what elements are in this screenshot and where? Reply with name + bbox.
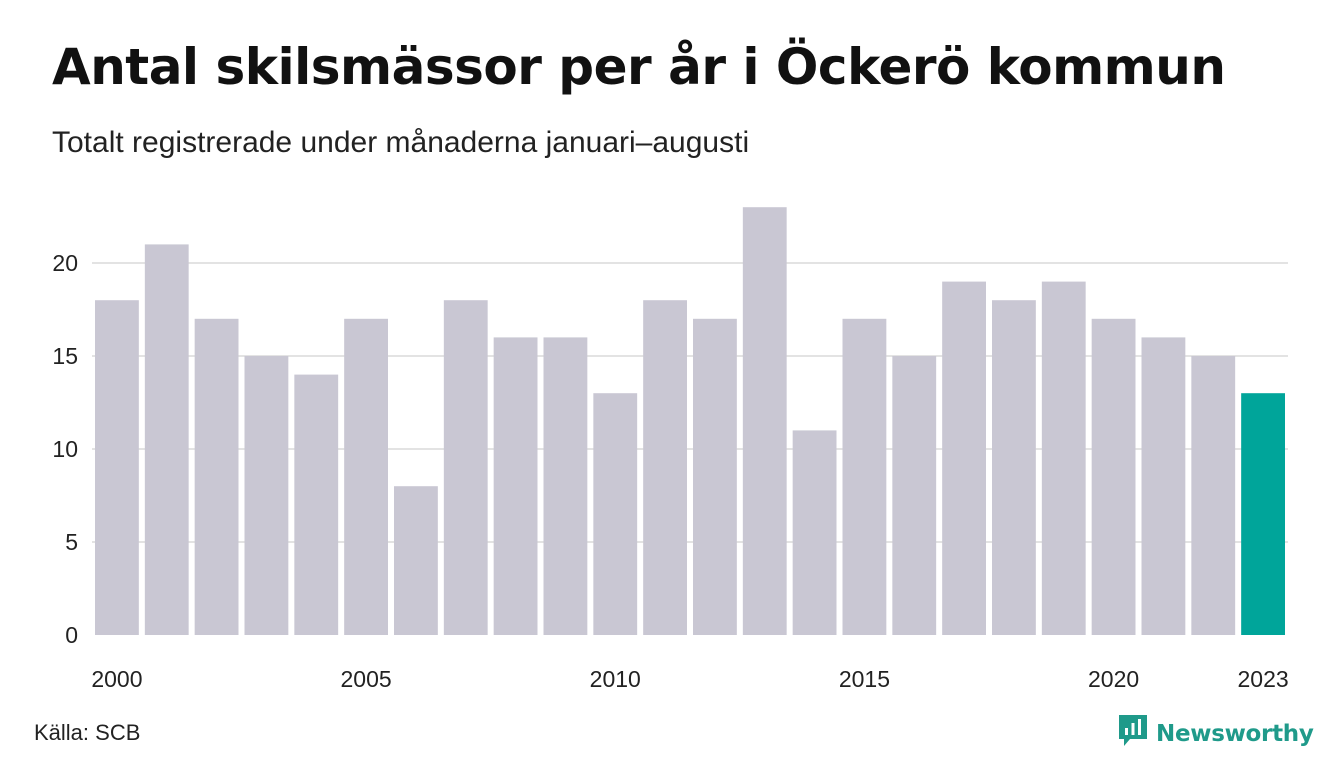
brand-logo: Newsworthy <box>1118 714 1314 753</box>
bar-2014 <box>792 430 837 635</box>
y-tick-label: 15 <box>52 343 78 369</box>
bars <box>95 207 1285 635</box>
bar-2018 <box>992 300 1036 635</box>
chart-title: Antal skilsmässor per år i Öckerö kommun <box>52 38 1226 96</box>
bar-2008 <box>493 337 538 635</box>
chart-subtitle: Totalt registrerade under månaderna janu… <box>52 126 750 159</box>
bar-2001 <box>144 244 189 635</box>
y-tick-label: 10 <box>52 436 78 462</box>
bar-2003 <box>244 356 289 635</box>
x-axis-ticks: 2000 2005 2010 2015 2020 2023 <box>91 666 1288 692</box>
bar-2011 <box>643 300 687 635</box>
bar-2012 <box>693 318 737 635</box>
y-tick-label: 5 <box>65 529 78 555</box>
bar-2004 <box>294 374 339 635</box>
y-axis-ticks: 0 5 10 15 20 <box>52 250 78 648</box>
x-tick-label: 2005 <box>340 666 391 692</box>
bar-2002 <box>194 318 239 635</box>
source-note: Källa: SCB <box>34 720 141 745</box>
x-tick-label: 2000 <box>91 666 142 692</box>
bar-2000 <box>95 300 139 635</box>
bar-2020 <box>1091 318 1136 635</box>
bar-2015 <box>842 318 887 635</box>
x-tick-label: 2010 <box>590 666 641 692</box>
bar-2013 <box>742 207 787 635</box>
x-tick-label: 2023 <box>1237 666 1288 692</box>
gridlines <box>92 262 1288 543</box>
bar-2007 <box>443 300 488 635</box>
brand-name: Newsworthy <box>1156 720 1314 747</box>
bar-2023 <box>1241 393 1285 635</box>
y-tick-label: 0 <box>65 622 78 648</box>
bar-2021 <box>1141 337 1186 635</box>
bar-2006 <box>394 486 438 635</box>
bar-2009 <box>543 337 588 635</box>
x-tick-label: 2015 <box>839 666 890 692</box>
bar-2017 <box>942 281 986 635</box>
x-tick-label: 2020 <box>1088 666 1139 692</box>
bar-2005 <box>344 318 388 635</box>
bar-2016 <box>892 356 937 635</box>
bar-2019 <box>1041 281 1086 635</box>
bar-chart: 0 5 10 15 20 2000 2005 2010 2015 2020 2023 <box>52 207 1289 692</box>
newsworthy-logo-icon <box>1118 714 1148 753</box>
bar-2010 <box>593 393 638 635</box>
y-tick-label: 20 <box>52 250 78 276</box>
bar-2022 <box>1191 356 1236 635</box>
